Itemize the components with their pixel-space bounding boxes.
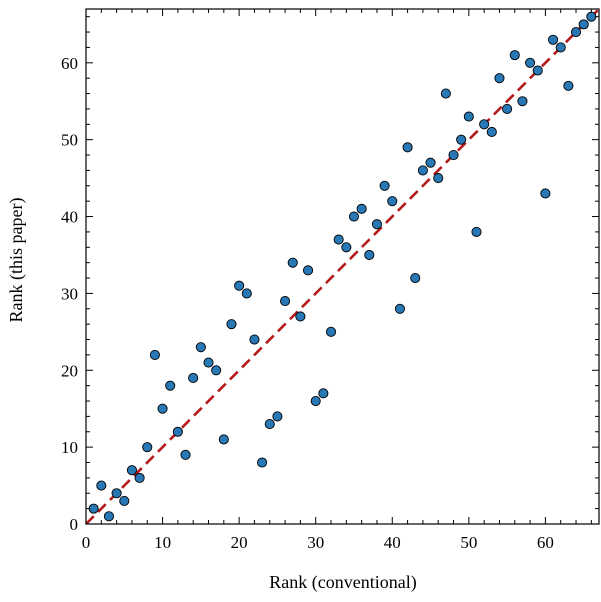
data-point bbox=[126, 465, 137, 476]
y-axis-title: Rank (this paper) bbox=[6, 198, 27, 323]
data-point bbox=[371, 219, 383, 230]
data-point bbox=[295, 311, 306, 322]
data-point bbox=[348, 211, 360, 222]
data-point bbox=[502, 103, 513, 114]
data-point bbox=[325, 326, 337, 337]
y-tick-label: 0 bbox=[70, 515, 79, 534]
data-point bbox=[111, 488, 122, 499]
reference-line-group bbox=[85, 8, 600, 525]
data-point bbox=[157, 403, 168, 414]
data-point bbox=[119, 495, 130, 506]
y-tick-label: 10 bbox=[61, 438, 78, 457]
data-point bbox=[402, 142, 413, 153]
x-tick-label: 30 bbox=[307, 533, 324, 552]
data-point bbox=[302, 265, 314, 276]
x-axis-title: Rank (conventional) bbox=[269, 572, 416, 593]
data-point bbox=[356, 203, 367, 214]
data-point bbox=[103, 511, 115, 522]
data-point bbox=[234, 280, 245, 291]
x-tick-label: 40 bbox=[384, 533, 401, 552]
reference-line bbox=[85, 8, 600, 525]
data-point bbox=[410, 272, 421, 284]
data-point bbox=[555, 42, 566, 53]
data-point bbox=[440, 88, 451, 99]
data-point bbox=[272, 411, 283, 422]
data-point bbox=[379, 180, 390, 191]
x-tick-label: 50 bbox=[460, 533, 477, 552]
data-point bbox=[318, 388, 329, 399]
data-point bbox=[211, 365, 222, 376]
data-point bbox=[433, 173, 444, 184]
data-point bbox=[88, 503, 99, 514]
x-tick-label: 60 bbox=[537, 533, 554, 552]
data-point bbox=[548, 34, 559, 45]
data-point bbox=[570, 27, 582, 38]
data-point bbox=[463, 111, 474, 122]
data-point bbox=[456, 134, 467, 145]
data-point bbox=[394, 303, 405, 314]
data-points-group bbox=[88, 11, 597, 522]
data-point bbox=[425, 157, 436, 168]
data-point bbox=[586, 11, 597, 22]
data-point bbox=[264, 419, 275, 430]
data-point bbox=[578, 19, 589, 30]
data-point bbox=[532, 65, 543, 76]
data-point bbox=[341, 242, 352, 253]
data-point bbox=[180, 449, 191, 460]
data-point bbox=[310, 395, 321, 407]
data-point bbox=[134, 472, 145, 483]
data-point bbox=[96, 480, 107, 491]
data-point bbox=[203, 357, 214, 368]
x-tick-label: 20 bbox=[231, 533, 248, 552]
data-point bbox=[226, 319, 237, 330]
data-point bbox=[364, 249, 375, 261]
data-point bbox=[448, 149, 459, 161]
data-point bbox=[195, 342, 206, 353]
data-point bbox=[333, 234, 344, 245]
data-point bbox=[142, 442, 153, 453]
y-tick-label: 40 bbox=[61, 208, 78, 227]
data-point bbox=[172, 426, 183, 437]
data-point bbox=[563, 80, 574, 91]
ticks-group: 0 10 20 30 40 50 60 0 10 20 30 40 50 60 bbox=[61, 9, 599, 552]
plot-frame-group bbox=[85, 8, 600, 525]
data-point bbox=[188, 372, 199, 384]
y-tick-label: 50 bbox=[61, 131, 78, 150]
y-tick-label: 30 bbox=[61, 284, 78, 303]
data-point bbox=[249, 334, 260, 345]
data-point bbox=[287, 257, 298, 268]
data-point bbox=[509, 50, 520, 61]
data-point bbox=[165, 380, 176, 391]
data-point bbox=[494, 73, 505, 84]
data-point bbox=[540, 188, 551, 199]
y-tick-label: 60 bbox=[61, 54, 78, 73]
data-point bbox=[387, 196, 398, 207]
data-point bbox=[517, 96, 528, 107]
data-point bbox=[241, 288, 252, 299]
data-point bbox=[280, 296, 291, 307]
data-point bbox=[218, 434, 229, 445]
data-point bbox=[471, 226, 482, 237]
data-point bbox=[486, 126, 497, 138]
data-point bbox=[149, 349, 160, 360]
plot-frame bbox=[85, 8, 600, 525]
data-point bbox=[417, 165, 428, 176]
x-tick-label: 10 bbox=[154, 533, 171, 552]
data-point bbox=[479, 119, 490, 130]
data-point bbox=[525, 57, 536, 68]
y-tick-label: 20 bbox=[61, 361, 78, 380]
data-point bbox=[257, 457, 268, 468]
x-tick-label: 0 bbox=[82, 533, 91, 552]
